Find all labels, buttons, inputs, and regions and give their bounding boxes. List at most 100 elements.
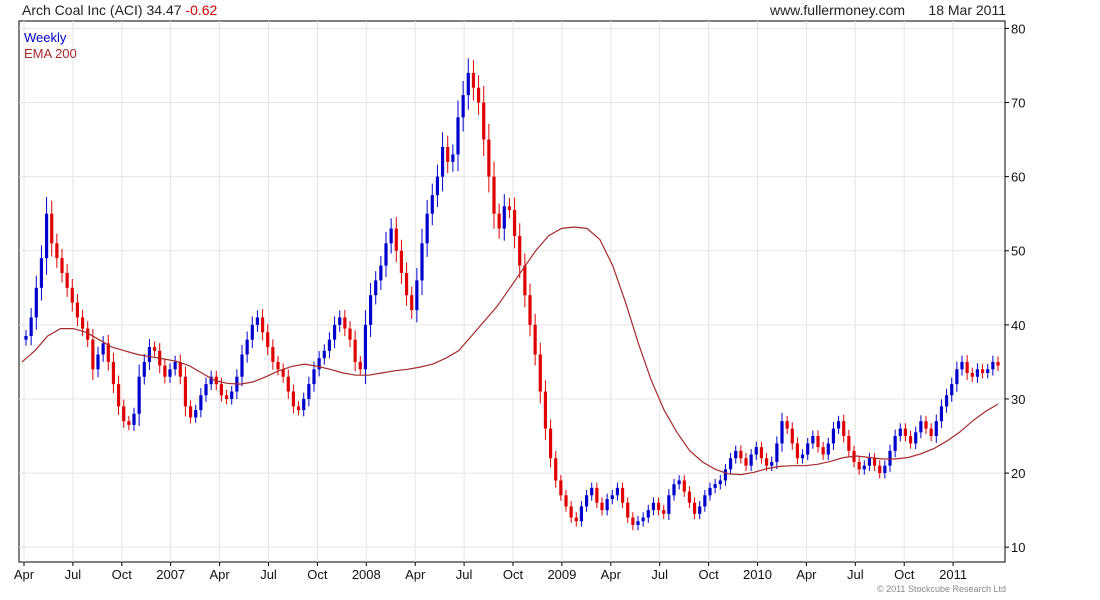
candle-body xyxy=(775,443,779,462)
candle-body xyxy=(754,447,758,455)
candle-body xyxy=(425,213,429,244)
candle-body xyxy=(595,487,599,503)
candle-body xyxy=(456,117,460,155)
candle-body xyxy=(446,146,450,162)
candle-body xyxy=(358,361,362,370)
candle-body xyxy=(687,491,692,503)
candle-body xyxy=(780,421,784,444)
site-link[interactable]: www.fullermoney.com xyxy=(769,2,906,18)
candle-body xyxy=(60,258,64,273)
candle-body xyxy=(518,235,522,266)
x-tick-label: 2009 xyxy=(547,567,576,582)
candle-body xyxy=(867,458,872,466)
candle-body xyxy=(317,358,321,370)
y-tick-label: 80 xyxy=(1011,21,1025,36)
candle-body xyxy=(548,428,553,459)
candle-body xyxy=(106,343,110,362)
candle-body xyxy=(487,139,491,177)
candle-body xyxy=(312,369,316,385)
legend-ema: EMA 200 xyxy=(24,46,77,61)
candle-body xyxy=(677,480,681,485)
candle-body xyxy=(194,410,198,418)
candle-body xyxy=(65,272,69,288)
candle-body xyxy=(944,395,949,407)
candle-body xyxy=(142,361,146,377)
candle-body xyxy=(209,376,213,385)
x-tick-label: Apr xyxy=(601,567,622,582)
candle-body xyxy=(919,421,923,433)
candle-body xyxy=(224,395,229,399)
candle-body xyxy=(703,495,707,507)
candle-body xyxy=(260,317,265,333)
candle-body xyxy=(986,369,990,374)
candle-body xyxy=(878,465,882,474)
x-tick-label: 2010 xyxy=(743,567,772,582)
candle-body xyxy=(245,339,249,355)
y-tick-label: 30 xyxy=(1011,392,1025,407)
x-tick-label: 2011 xyxy=(939,567,967,582)
candle-body xyxy=(39,258,44,288)
legend-weekly: Weekly xyxy=(24,30,67,45)
candle-body xyxy=(101,343,105,355)
candle-body xyxy=(872,458,877,466)
candle-body xyxy=(903,428,908,437)
candle-body xyxy=(91,339,95,370)
candle-body xyxy=(302,398,306,411)
candle-body xyxy=(626,502,630,518)
candle-body xyxy=(343,317,347,329)
candle-body xyxy=(847,436,851,451)
candle-body xyxy=(173,361,177,370)
candle-body xyxy=(723,469,728,481)
x-tick-label: Oct xyxy=(112,567,133,582)
candle-body xyxy=(991,361,995,370)
candle-body xyxy=(132,413,136,425)
plot-area xyxy=(18,20,1006,563)
x-tick-label: Apr xyxy=(796,567,817,582)
candle-body xyxy=(965,361,969,374)
candle-body xyxy=(960,361,964,370)
candle-body xyxy=(543,391,548,429)
candle-body xyxy=(862,465,866,470)
ema-200-line xyxy=(21,226,999,476)
candle-body xyxy=(322,350,326,359)
candle-body xyxy=(271,347,275,362)
candle-body xyxy=(183,376,188,407)
candle-body xyxy=(461,95,465,118)
candle-body xyxy=(379,265,383,281)
candle-body xyxy=(857,461,861,470)
candle-body xyxy=(219,384,224,396)
candle-body xyxy=(728,458,733,470)
candle-body xyxy=(631,517,635,525)
candle-body xyxy=(970,373,974,377)
candle-body xyxy=(394,228,398,251)
candle-body xyxy=(29,317,33,336)
candle-body xyxy=(163,365,167,377)
candle-body xyxy=(569,506,573,518)
candle-body xyxy=(80,317,85,329)
candle-body xyxy=(497,213,501,229)
candle-body xyxy=(831,428,836,444)
candle-body xyxy=(307,384,311,399)
candle-body xyxy=(656,502,661,511)
candle-body xyxy=(240,354,244,377)
x-tick-label: Apr xyxy=(405,567,426,582)
candle-body xyxy=(276,361,280,370)
candle-body xyxy=(914,432,918,444)
x-tick-label: Oct xyxy=(698,567,719,582)
candle-body xyxy=(75,302,80,318)
candle-body xyxy=(466,72,470,96)
candle-body xyxy=(512,209,517,236)
candle-body xyxy=(759,447,764,459)
candle-body xyxy=(574,517,578,522)
copyright-note: © 2011 Stockcube Research Ltd xyxy=(876,584,1006,594)
candle-body xyxy=(739,450,743,459)
candle-body xyxy=(502,206,506,229)
candle-body xyxy=(790,428,794,444)
candle-body xyxy=(713,484,717,488)
candle-body xyxy=(682,480,686,492)
candle-body xyxy=(888,450,892,466)
candle-body xyxy=(955,369,959,385)
candle-body xyxy=(795,443,800,459)
ticker-label: Arch Coal Inc (ACI) xyxy=(22,2,143,18)
candle-body xyxy=(327,339,332,351)
